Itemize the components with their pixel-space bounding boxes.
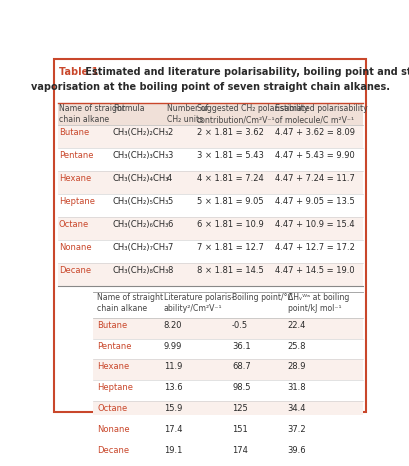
Bar (57, 217, 362, 240)
Text: 15.9: 15.9 (163, 404, 182, 413)
Text: Heptane: Heptane (97, 383, 133, 392)
Text: Nonane: Nonane (97, 425, 129, 434)
Text: Hexane: Hexane (97, 363, 129, 371)
Text: Octane: Octane (97, 404, 127, 413)
Bar (57, 125, 362, 148)
Bar (57, 263, 362, 286)
Text: 8 × 1.81 = 14.5: 8 × 1.81 = 14.5 (197, 266, 263, 275)
Text: vaporisation at the boiling point of seven straight chain alkanes.: vaporisation at the boiling point of sev… (31, 82, 389, 92)
Text: Boiling point/°C: Boiling point/°C (231, 293, 292, 302)
Text: 4: 4 (166, 174, 172, 183)
Text: 6: 6 (166, 220, 172, 229)
Bar (92, 422, 362, 443)
Text: Octane: Octane (59, 220, 89, 229)
Text: 5: 5 (166, 197, 172, 206)
Text: Pentane: Pentane (97, 342, 131, 350)
Text: 7 × 1.81 = 12.7: 7 × 1.81 = 12.7 (197, 243, 263, 252)
Text: CH₃(CH₂)₂CH₃: CH₃(CH₂)₂CH₃ (112, 129, 169, 137)
Text: 8.20: 8.20 (163, 321, 182, 330)
Text: 11.9: 11.9 (163, 363, 182, 371)
Text: Name of straight
chain alkane: Name of straight chain alkane (59, 104, 125, 124)
Bar (92, 339, 362, 359)
Text: Butane: Butane (59, 129, 89, 137)
Text: 4 × 1.81 = 7.24: 4 × 1.81 = 7.24 (197, 174, 263, 183)
Text: CH₃(CH₂)₈CH₃: CH₃(CH₂)₈CH₃ (112, 266, 169, 275)
Bar (92, 318, 362, 339)
Text: 125: 125 (231, 404, 247, 413)
Text: 6 × 1.81 = 10.9: 6 × 1.81 = 10.9 (197, 220, 263, 229)
Text: 4.47 + 7.24 = 11.7: 4.47 + 7.24 = 11.7 (274, 174, 354, 183)
Text: 2 × 1.81 = 3.62: 2 × 1.81 = 3.62 (197, 129, 263, 137)
Text: CH₃(CH₂)₇CH₃: CH₃(CH₂)₇CH₃ (112, 243, 169, 252)
Text: 13.6: 13.6 (163, 383, 182, 392)
Text: CH₃(CH₂)₅CH₃: CH₃(CH₂)₅CH₃ (112, 197, 169, 206)
Text: Hexane: Hexane (59, 174, 91, 183)
Text: 4.47 + 12.7 = 17.2: 4.47 + 12.7 = 17.2 (274, 243, 354, 252)
Text: Heptane: Heptane (59, 197, 94, 206)
Bar (57, 103, 362, 125)
Text: Number of
CH₂ units: Number of CH₂ units (166, 104, 207, 124)
Text: 3 × 1.81 = 5.43: 3 × 1.81 = 5.43 (197, 151, 263, 160)
Text: Table 1: Table 1 (59, 68, 98, 77)
Text: 8: 8 (166, 266, 172, 275)
Text: ΔHᵥᵂᵃ at boiling
point/kJ mol⁻¹: ΔHᵥᵂᵃ at boiling point/kJ mol⁻¹ (287, 293, 348, 313)
Text: 7: 7 (166, 243, 172, 252)
Text: Estimated polarisability
of molecule/C m²V⁻¹: Estimated polarisability of molecule/C m… (274, 104, 367, 124)
Text: 34.4: 34.4 (287, 404, 306, 413)
Text: Suggested CH₂ polarisability
contribution/Cm²V⁻¹: Suggested CH₂ polarisability contributio… (197, 104, 308, 124)
Text: 174: 174 (231, 445, 247, 455)
Text: 2: 2 (166, 129, 172, 137)
Text: 39.6: 39.6 (287, 445, 306, 455)
Bar (57, 171, 362, 194)
Text: 31.8: 31.8 (287, 383, 306, 392)
Text: 36.1: 36.1 (231, 342, 250, 350)
Text: Name of straight
chain alkane: Name of straight chain alkane (97, 293, 163, 313)
Text: Formula: Formula (112, 104, 144, 113)
Text: 28.9: 28.9 (287, 363, 306, 371)
Text: 68.7: 68.7 (231, 363, 250, 371)
Text: CH₃(CH₂)₄CH₃: CH₃(CH₂)₄CH₃ (112, 174, 169, 183)
Text: 19.1: 19.1 (163, 445, 182, 455)
Text: Estimated and literature polarisability, boiling point and standard enthalpy of: Estimated and literature polarisability,… (82, 68, 409, 77)
Text: Decane: Decane (97, 445, 129, 455)
Text: 4.47 + 3.62 = 8.09: 4.47 + 3.62 = 8.09 (274, 129, 354, 137)
Text: Literature polaris-
ability²/Cm²V⁻¹: Literature polaris- ability²/Cm²V⁻¹ (163, 293, 233, 313)
Text: CH₃(CH₂)₆CH₃: CH₃(CH₂)₆CH₃ (112, 220, 169, 229)
Text: 151: 151 (231, 425, 247, 434)
Text: 17.4: 17.4 (163, 425, 182, 434)
Text: Nonane: Nonane (59, 243, 91, 252)
Text: 22.4: 22.4 (287, 321, 305, 330)
Bar (92, 380, 362, 401)
Bar (57, 240, 362, 263)
Text: Decane: Decane (59, 266, 91, 275)
Text: 4.47 + 14.5 = 19.0: 4.47 + 14.5 = 19.0 (274, 266, 354, 275)
Text: Butane: Butane (97, 321, 127, 330)
Text: 9.99: 9.99 (163, 342, 182, 350)
Text: 3: 3 (166, 151, 172, 160)
Text: 4.47 + 9.05 = 13.5: 4.47 + 9.05 = 13.5 (274, 197, 354, 206)
Bar (57, 148, 362, 171)
Text: Pentane: Pentane (59, 151, 93, 160)
Bar (92, 359, 362, 380)
Bar (57, 194, 362, 217)
Text: 37.2: 37.2 (287, 425, 306, 434)
Bar (92, 401, 362, 422)
Text: -0.5: -0.5 (231, 321, 247, 330)
Text: 25.8: 25.8 (287, 342, 306, 350)
Text: CH₃(CH₂)₃CH₃: CH₃(CH₂)₃CH₃ (112, 151, 169, 160)
Bar (92, 443, 362, 464)
FancyBboxPatch shape (54, 59, 366, 412)
Text: 5 × 1.81 = 9.05: 5 × 1.81 = 9.05 (197, 197, 263, 206)
Text: 4.47 + 10.9 = 15.4: 4.47 + 10.9 = 15.4 (274, 220, 354, 229)
Text: 98.5: 98.5 (231, 383, 250, 392)
Text: 4.47 + 5.43 = 9.90: 4.47 + 5.43 = 9.90 (274, 151, 354, 160)
